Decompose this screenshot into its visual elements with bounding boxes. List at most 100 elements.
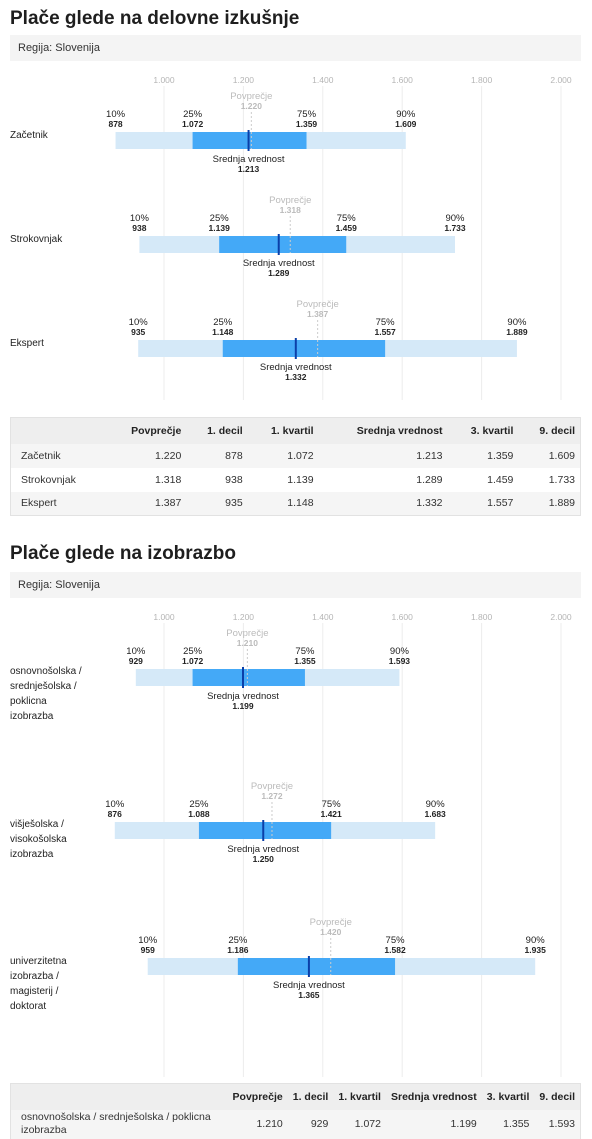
experience-table-header-4: Srednja vrednost [318,417,448,444]
education-row-1-median-title: Srednja vrednost [207,691,279,702]
experience-row-1-p90-label: 90% [396,109,416,120]
experience-table-cell: 935 [186,491,248,516]
education-row-3-p90-value: 1.935 [525,945,547,955]
experience-row-3-p25-value: 1.148 [212,327,234,337]
education-row-2-p90-label: 90% [426,799,446,810]
experience-row-1-category-label: Začetnik [10,130,49,141]
experience-row-1-p10-label: 10% [106,109,126,120]
experience-table-row: Strokovnjak 1.318 938 1.139 1.289 1.459 1.733 [11,468,581,492]
education-row-3-p25-label: 25% [228,935,248,946]
education-salary-table: Povprečje 1. decil 1. kvartil Srednja vredn… [10,1083,581,1139]
education-row-1-p25-label: 25% [183,646,203,657]
experience-row-3-median-title: Srednja vrednost [260,362,332,373]
education-salary-chart: 1.000 1.200 1.400 1.600 1.800 2.000 osnovnošol… [10,612,572,1077]
experience-axis-tick-label: 1.800 [471,75,493,85]
education-row-2-mean-value: 1.272 [261,791,283,801]
experience-row-3-category-label: Ekspert [10,338,44,349]
education-row-1-p75-label: 75% [295,646,315,657]
experience-table-cell: 1.332 [318,491,448,516]
experience-table-row: Ekspert 1.387 935 1.148 1.332 1.557 1.889 [10,491,581,516]
education-row-1-quartile-range-bar [192,669,305,686]
experience-axis-tick-label: 1.600 [392,75,414,85]
education-table-header-5: 3. kvartil [481,1083,535,1110]
education-region-label: Regija: Slovenija [10,572,581,598]
education-table-cell: 1.199 [385,1109,482,1139]
experience-table-cell: 1.459 [487,473,514,486]
experience-table-cell: 1.213 [318,443,448,468]
education-row-3-p25-value: 1.186 [227,945,249,955]
experience-salary-table: Povprečje 1. decil 1. kvartil Srednja vredn… [10,417,581,516]
experience-row-3-p25-label: 25% [213,317,233,328]
experience-row-2-p25-label: 25% [210,213,230,224]
experience-row-3-p90-value: 1.889 [506,327,528,337]
experience-section-title: Plače glede na delovne izkušnje [10,8,300,29]
education-row-3-p90-label: 90% [526,935,546,946]
education-row-1-p10-value: 929 [129,656,143,666]
education-row-3-p10-value: 959 [141,945,155,955]
experience-row-2-p10-label: 10% [130,213,150,224]
experience-row-3-p10-label: 10% [129,317,149,328]
experience-row-3-median-value: 1.332 [285,372,307,382]
education-row-2-p90-value: 1.683 [425,809,447,819]
education-table-header-6: 9. decil [534,1083,581,1110]
experience-axis-tick-label: 2.000 [550,75,572,85]
education-row-3-quartile-range-bar [237,958,396,975]
education-row-2-p25-label: 25% [189,799,209,810]
education-table-header-4: Srednja vrednost [385,1083,482,1110]
education-row-3-median-title: Srednja vrednost [273,980,345,991]
education-axis-tick-label: 1.400 [312,612,334,622]
experience-row-2-mean-value: 1.318 [280,205,302,215]
experience-table-cell: 1.889 [518,491,581,516]
experience-table-cell: 1.318 [155,473,182,486]
education-row-1-p90-label: 90% [390,646,410,657]
experience-table-cell: 1.289 [416,473,443,486]
experience-salary-chart: 1.000 1.200 1.400 1.600 1.800 2.000 Začetnik Po… [10,75,572,400]
experience-table-cell: 1.139 [287,473,314,486]
experience-row-2-category-label: Strokovnjak [10,234,63,245]
experience-axis-tick-label: 1.400 [312,75,334,85]
experience-table-header-3: 1. kvartil [247,417,319,444]
education-row-2-mean-title: Povprečje [251,781,293,792]
experience-row-2-median-value: 1.289 [268,268,290,278]
experience-row-1-p75-value: 1.359 [296,119,318,129]
education-row-1-p90-value: 1.593 [389,656,411,666]
education-row-1-p75-value: 1.355 [294,656,316,666]
experience-table-header-0 [10,417,106,444]
experience-table-header-1: Povprečje [105,417,187,444]
education-table-row: osnovnošolska / srednješolska / poklicna… [10,1109,581,1139]
experience-row-2-mean-title: Povprečje [269,195,311,206]
experience-row-2-quartile-range-bar [219,236,347,253]
education-row-1-mean-title: Povprečje [226,628,268,639]
experience-table-cell: 938 [225,473,243,486]
experience-region-label: Regija: Slovenija [10,35,581,61]
experience-row-1-p25-value: 1.072 [182,119,204,129]
education-axis-tick-label: 1.000 [153,612,175,622]
education-table-cell: 1.072 [333,1109,386,1139]
experience-table-header-2: 1. decil [186,417,248,444]
education-table-header-2: 1. decil [287,1083,334,1110]
experience-row-2-p10-value: 938 [132,223,146,233]
experience-table-cell: 1.387 [105,491,187,516]
education-row-2-median-value: 1.250 [253,854,275,864]
experience-table-cell: 1.557 [447,491,519,516]
experience-row-1-mean-value: 1.220 [241,101,263,111]
education-table-cell: osnovnošolska / srednješolska / poklicna… [10,1109,228,1139]
education-row-2-p10-value: 876 [108,809,122,819]
education-table-cell: 929 [287,1109,334,1139]
education-row-3-p10-label: 10% [138,935,158,946]
experience-row-2-p75-value: 1.459 [336,223,358,233]
education-table-header-row: Povprečje 1. decil 1. kvartil Srednja vredn… [10,1083,581,1110]
education-row-2-p25-value: 1.088 [188,809,210,819]
education-row-2-quartile-range-bar [198,822,332,839]
experience-table-cell: 1.148 [247,491,319,516]
education-axis-tick-label: 2.000 [550,612,572,622]
education-table-header-3: 1. kvartil [333,1083,386,1110]
experience-row-1-p90-value: 1.609 [395,119,417,129]
experience-table-header-5: 3. kvartil [447,417,519,444]
education-row-2-category-label: višješolska / visokošolska izobrazba [10,819,67,860]
experience-row-3-p90-label: 90% [507,317,527,328]
experience-table-row: Začetnik 1.220 878 1.072 1.213 1.359 1.609 [10,443,581,468]
education-row-3-mean-title: Povprečje [310,917,352,928]
experience-row-3-quartile-range-bar [222,340,386,357]
experience-row-3-p75-label: 75% [376,317,396,328]
